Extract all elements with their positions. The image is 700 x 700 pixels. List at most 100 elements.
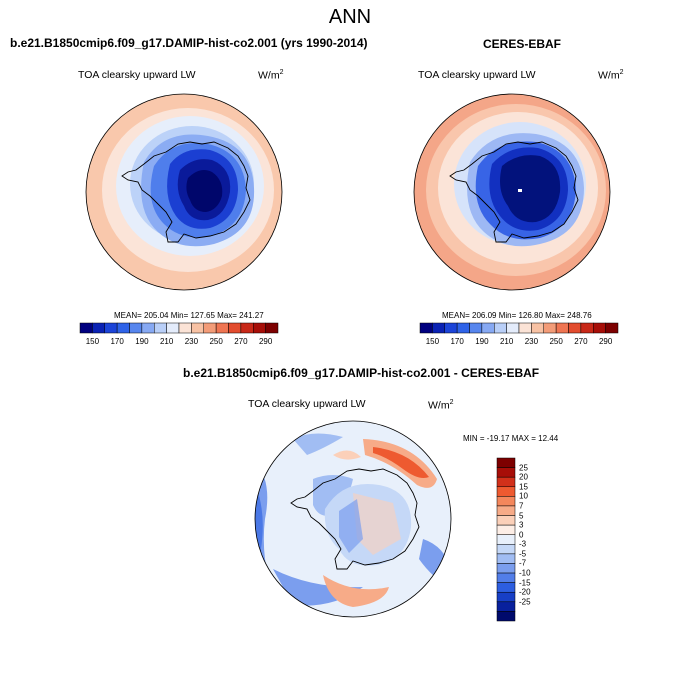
obs-missing-data-marker [518,189,522,192]
model-colorbar [79,322,279,334]
colorbar-box [469,322,483,334]
obs-units: W/m2 [598,69,624,82]
colorbar-tick-label: 150 [425,337,440,346]
colorbar-tick-label: 10 [519,491,528,501]
obs-case-title: CERES-EBAF [483,37,562,51]
antarctica-coastline [121,141,251,243]
diff-interior [339,499,363,553]
colorbar-tick-label: 210 [159,337,174,346]
colorbar-tick-label: 0 [519,530,524,540]
colorbar-tick-label: 15 [519,482,528,492]
colorbar-tick-label: 170 [450,337,464,346]
colorbar-box [496,591,516,603]
colorbar-box [494,322,507,334]
colorbar-tick-label: 3 [519,520,524,530]
colorbar-box [518,322,532,334]
colorbar-box [568,322,582,334]
colorbar-box [506,322,520,334]
colorbar-tick-label: 270 [234,337,248,346]
diff-positive-region [333,450,361,460]
colorbar-box [605,322,619,334]
colorbar-box [496,553,516,564]
colorbar-box [496,534,516,545]
colorbar-box [496,486,516,497]
colorbar-tick-label: 250 [209,337,223,346]
colorbar-box [253,322,266,334]
antarctica-coastline [449,141,579,243]
model-colorbar-ticks: 150 170 190 210 230 250 270 290 [80,337,278,349]
colorbar-tick-label: 250 [549,337,563,346]
antarctica-coastline [290,468,420,570]
colorbar-box [496,505,516,516]
colorbar-box [104,322,118,334]
colorbar-box [240,322,254,334]
colorbar-tick-label: 150 [85,337,100,346]
colorbar-tick-label: 290 [258,337,273,346]
colorbar-box [496,563,516,574]
colorbar-tick-label: 25 [519,463,528,473]
colorbar-tick-label: 190 [135,337,149,346]
colorbar-box [79,322,93,334]
colorbar-box [116,322,130,334]
model-polar-map [85,93,283,291]
colorbar-box [432,322,445,334]
colorbar-box [129,322,143,334]
colorbar-box [496,611,516,622]
colorbar-box [265,322,279,334]
colorbar-box [496,582,516,593]
model-units: W/m2 [258,69,284,82]
colorbar-tick-label: 20 [519,472,528,482]
colorbar-tick-label: -20 [519,587,531,597]
diff-interior [353,493,401,555]
colorbar-box [496,476,516,488]
colorbar-box [228,322,242,334]
diff-positive-region [323,575,389,607]
colorbar-tick-label: -10 [519,568,531,578]
colorbar-box [154,322,167,334]
colorbar-tick-label: 230 [184,337,199,346]
model-stats: MEAN= 205.04 Min= 127.65 Max= 241.27 [114,311,264,320]
colorbar-box [444,322,458,334]
colorbar-box [593,322,606,334]
colorbar-tick-label: 7 [519,501,524,511]
diff-negative-region [313,475,353,516]
diff-colorbar-ticks: 25 20 15 10 7 5 3 0 -3 -5 -7 -10 -15 -20 -25 [519,458,549,621]
colorbar-box [496,515,516,526]
diff-polar-map [254,420,452,618]
colorbar-tick-label: 290 [598,337,613,346]
diff-variable-label: TOA clearsky upward LW [248,398,366,410]
colorbar-box [203,322,217,334]
colorbar-box [481,322,495,334]
colorbar-tick-label: 230 [524,337,539,346]
colorbar-tick-label: -15 [519,578,531,588]
page-title: ANN [328,6,372,28]
colorbar-box [543,322,557,334]
colorbar-box [141,322,155,334]
diff-positive-region [373,447,429,478]
colorbar-box [496,572,516,583]
colorbar-box [496,544,516,555]
colorbar-tick-label: -25 [519,597,531,607]
diff-colorbar [496,457,516,622]
colorbar-box [456,322,470,334]
model-interior-core [186,170,223,212]
colorbar-box [191,322,204,334]
obs-polar-map [413,93,611,291]
colorbar-box [496,601,516,612]
colorbar-tick-label: 210 [499,337,514,346]
obs-interior-core [500,155,561,223]
colorbar-box [496,467,516,478]
colorbar-box [178,322,192,334]
model-variable-label: TOA clearsky upward LW [78,69,196,81]
colorbar-box [580,322,594,334]
colorbar-tick-label: 5 [519,511,524,521]
colorbar-box [496,457,516,468]
model-case-title: b.e21.B1850cmip6.f09_g17.DAMIP-hist-co2.… [10,36,368,50]
diff-stats: MIN = -19.17 MAX = 12.44 [463,434,559,443]
colorbar-box [166,322,180,334]
colorbar-box [496,524,516,535]
obs-colorbar-ticks: 150 170 190 210 230 250 270 290 [420,337,618,349]
colorbar-tick-label: 190 [475,337,489,346]
colorbar-box [496,496,516,507]
colorbar-box [215,322,229,334]
